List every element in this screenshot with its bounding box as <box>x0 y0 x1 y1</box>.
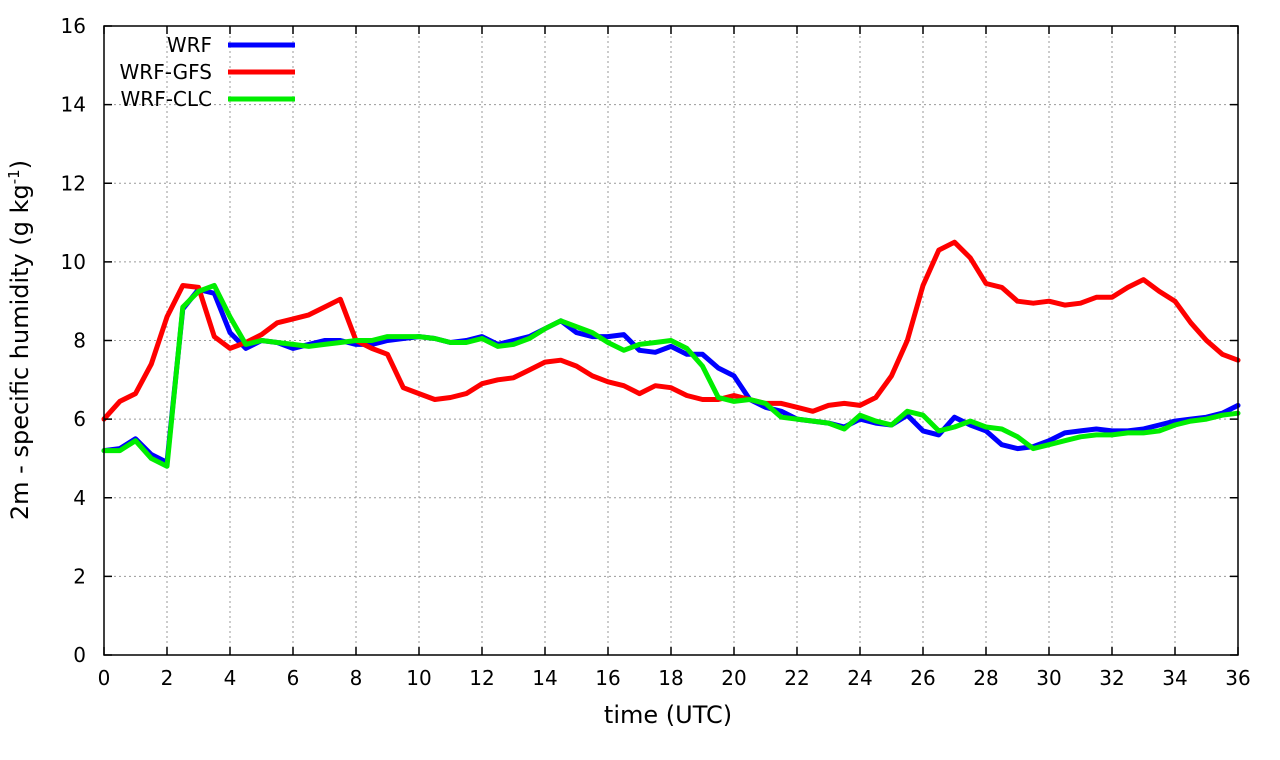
x-tick-label: 6 <box>287 666 300 690</box>
x-tick-label: 28 <box>973 666 998 690</box>
grid-lines <box>104 26 1238 655</box>
x-tick-label: 32 <box>1099 666 1124 690</box>
x-tick-label: 8 <box>350 666 363 690</box>
y-axis-title-close: ) <box>6 160 34 169</box>
x-tick-label: 0 <box>98 666 111 690</box>
x-tick-label: 14 <box>532 666 557 690</box>
legend-label-wrf: WRF <box>167 33 212 57</box>
x-tick-label: 20 <box>721 666 746 690</box>
y-tick-label: 2 <box>73 564 86 588</box>
legend-label-wrf-clc: WRF-CLC <box>121 87 212 111</box>
x-tick-label: 26 <box>910 666 935 690</box>
x-tick-label: 24 <box>847 666 872 690</box>
y-axis-title-main: 2m - specific humidity (g kg <box>6 184 34 520</box>
y-tick-label: 16 <box>61 14 86 38</box>
x-tick-label: 30 <box>1036 666 1061 690</box>
legend: WRF WRF-GFS WRF-CLC <box>120 33 295 111</box>
y-tick-label: 8 <box>73 329 86 353</box>
x-tick-label: 36 <box>1225 666 1250 690</box>
plot-area <box>101 239 1241 469</box>
y-axis-title: 2m - specific humidity (g kg-1) <box>5 160 34 520</box>
y-tick-label: 0 <box>73 643 86 667</box>
x-tick-label: 4 <box>224 666 237 690</box>
x-tick-label: 22 <box>784 666 809 690</box>
series-line-wrf <box>101 286 1241 465</box>
series-line-wrf-gfs <box>101 239 1241 422</box>
series-line-wrf-clc <box>101 283 1241 469</box>
x-tick-label: 2 <box>161 666 174 690</box>
x-tick-label: 34 <box>1162 666 1187 690</box>
y-tick-label: 4 <box>73 486 86 510</box>
y-tick-label: 6 <box>73 407 86 431</box>
x-tick-label: 16 <box>595 666 620 690</box>
y-tick-label: 12 <box>61 171 86 195</box>
x-tick-label: 18 <box>658 666 683 690</box>
y-axis-title-sup: -1 <box>5 169 23 184</box>
x-tick-label: 12 <box>469 666 494 690</box>
y-tick-label: 14 <box>61 93 86 117</box>
y-axis-ticks: 0 2 4 6 8 10 12 14 16 <box>61 14 1238 667</box>
x-tick-label: 10 <box>406 666 431 690</box>
y-tick-label: 10 <box>61 250 86 274</box>
legend-label-wrf-gfs: WRF-GFS <box>120 60 212 84</box>
x-axis-title: time (UTC) <box>604 701 732 729</box>
x-axis-ticks: 0 2 4 6 8 10 12 14 16 18 20 22 24 26 28 30 32 34 36 <box>98 26 1251 690</box>
